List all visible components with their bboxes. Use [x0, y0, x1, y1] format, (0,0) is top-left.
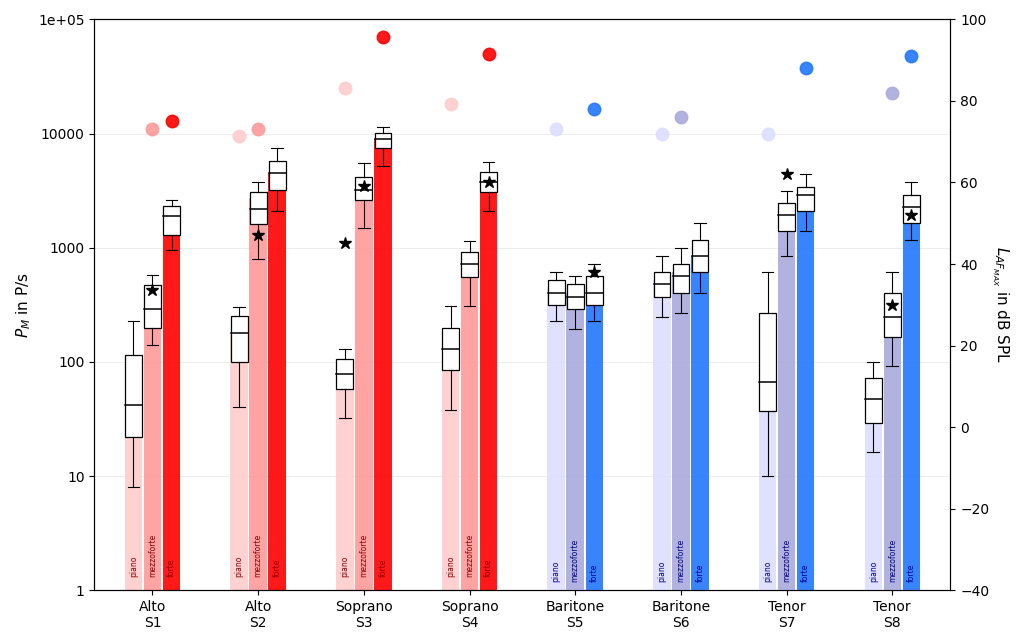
Bar [355, 176, 373, 200]
Bar [441, 349, 460, 590]
Bar [375, 133, 391, 148]
Text: forte: forte [379, 559, 387, 577]
Bar [778, 203, 796, 590]
Text: forte: forte [590, 564, 599, 582]
Text: forte: forte [484, 559, 494, 577]
Bar [586, 285, 603, 590]
Bar [442, 328, 459, 370]
Bar [125, 355, 142, 437]
Bar [653, 272, 671, 297]
Bar [269, 160, 286, 190]
Bar [230, 316, 248, 362]
Bar [230, 333, 248, 590]
Text: piano: piano [868, 561, 878, 582]
Bar [586, 276, 603, 305]
Bar [461, 262, 478, 590]
Bar [884, 292, 901, 337]
Bar [548, 289, 565, 590]
Text: forte: forte [801, 564, 810, 582]
Bar [143, 311, 161, 590]
Bar [759, 313, 776, 411]
Text: piano: piano [340, 556, 349, 577]
Text: piano: piano [446, 556, 455, 577]
Bar [336, 373, 353, 590]
Bar [672, 272, 690, 590]
Text: piano: piano [657, 561, 667, 582]
Text: forte: forte [907, 564, 915, 582]
Text: mezzoforte: mezzoforte [677, 539, 685, 582]
Bar [144, 285, 161, 328]
Bar [797, 191, 814, 590]
Text: forte: forte [695, 564, 705, 582]
Text: mezzoforte: mezzoforte [148, 534, 157, 577]
Bar [355, 190, 373, 590]
Bar [653, 280, 671, 590]
Bar [268, 173, 286, 590]
Text: piano: piano [129, 556, 138, 577]
Bar [480, 182, 498, 590]
Bar [548, 280, 564, 305]
Bar [691, 256, 709, 590]
Bar [567, 285, 584, 309]
Bar [566, 292, 584, 590]
Bar [903, 194, 920, 223]
Text: forte: forte [272, 559, 282, 577]
Bar [480, 172, 497, 192]
Bar [884, 313, 901, 590]
Y-axis label: $P_M$ in P/s: $P_M$ in P/s [14, 272, 33, 338]
Text: mezzoforte: mezzoforte [888, 539, 897, 582]
Bar [778, 203, 795, 231]
Text: mezzoforte: mezzoforte [782, 539, 792, 582]
Bar [163, 207, 180, 234]
Bar [798, 187, 814, 211]
Bar [374, 138, 391, 590]
Bar [864, 395, 882, 590]
Text: mezzoforte: mezzoforte [359, 534, 369, 577]
Text: piano: piano [763, 561, 772, 582]
Bar [902, 194, 921, 590]
Text: mezzoforte: mezzoforte [254, 534, 263, 577]
Text: mezzoforte: mezzoforte [465, 534, 474, 577]
Text: forte: forte [167, 559, 176, 577]
Text: mezzoforte: mezzoforte [570, 539, 580, 582]
Bar [673, 264, 689, 292]
Text: piano: piano [552, 561, 561, 582]
Bar [759, 378, 776, 590]
Bar [865, 378, 882, 423]
Bar [163, 218, 180, 590]
Y-axis label: $L_{AF_{MAX}}$ in dB SPL: $L_{AF_{MAX}}$ in dB SPL [989, 246, 1010, 363]
Bar [250, 192, 266, 224]
Bar [337, 359, 353, 389]
Text: piano: piano [234, 556, 244, 577]
Bar [125, 401, 142, 590]
Bar [250, 198, 267, 590]
Bar [691, 240, 709, 272]
Bar [461, 252, 478, 278]
